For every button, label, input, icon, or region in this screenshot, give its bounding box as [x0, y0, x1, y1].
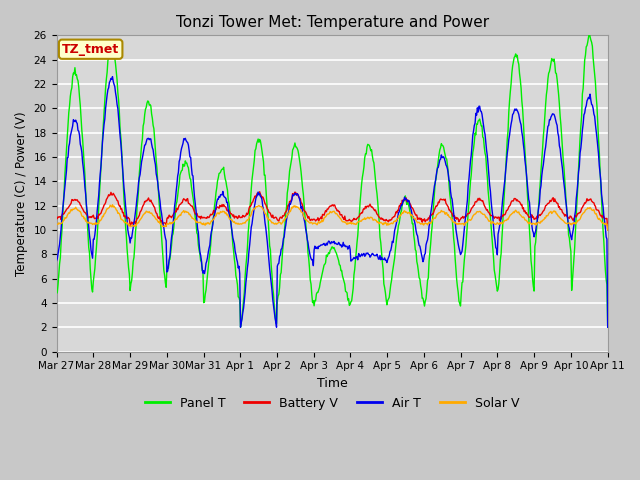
Air T	[401, 194, 408, 200]
Line: Battery V: Battery V	[56, 192, 608, 230]
Line: Panel T: Panel T	[56, 33, 608, 327]
Panel T	[120, 180, 127, 186]
Title: Tonzi Tower Met: Temperature and Power: Tonzi Tower Met: Temperature and Power	[175, 15, 489, 30]
Panel T	[586, 30, 593, 36]
Panel T	[63, 147, 70, 153]
Air T	[237, 324, 244, 330]
Battery V	[120, 210, 127, 216]
Panel T	[237, 324, 244, 330]
Air T	[417, 247, 424, 252]
Solar V	[400, 208, 408, 214]
Panel T	[204, 262, 212, 268]
Battery V	[175, 202, 183, 208]
Solar V	[205, 221, 213, 227]
Solar V	[604, 227, 612, 233]
Solar V	[63, 215, 70, 221]
Air T	[120, 185, 128, 191]
Air T	[109, 74, 116, 80]
Battery V	[604, 227, 612, 233]
Battery V	[63, 206, 70, 212]
Air T	[52, 258, 60, 264]
Air T	[205, 245, 213, 251]
Battery V	[52, 215, 60, 220]
Panel T	[175, 181, 183, 187]
Solar V	[52, 222, 60, 228]
Panel T	[416, 276, 424, 282]
Air T	[604, 324, 612, 330]
Air T	[63, 168, 70, 173]
Panel T	[604, 324, 612, 330]
Text: TZ_tmet: TZ_tmet	[62, 43, 119, 56]
Line: Air T: Air T	[56, 77, 608, 327]
Y-axis label: Temperature (C) / Power (V): Temperature (C) / Power (V)	[15, 111, 28, 276]
Solar V	[109, 202, 116, 207]
Legend: Panel T, Battery V, Air T, Solar V: Panel T, Battery V, Air T, Solar V	[140, 392, 524, 415]
Battery V	[400, 197, 408, 203]
Solar V	[416, 220, 424, 226]
Air T	[176, 156, 184, 162]
Panel T	[52, 291, 60, 297]
Battery V	[256, 189, 264, 194]
Panel T	[400, 198, 408, 204]
Battery V	[416, 215, 424, 221]
X-axis label: Time: Time	[317, 377, 348, 390]
Solar V	[176, 212, 184, 218]
Solar V	[120, 219, 128, 225]
Battery V	[204, 215, 212, 220]
Line: Solar V: Solar V	[56, 204, 608, 230]
